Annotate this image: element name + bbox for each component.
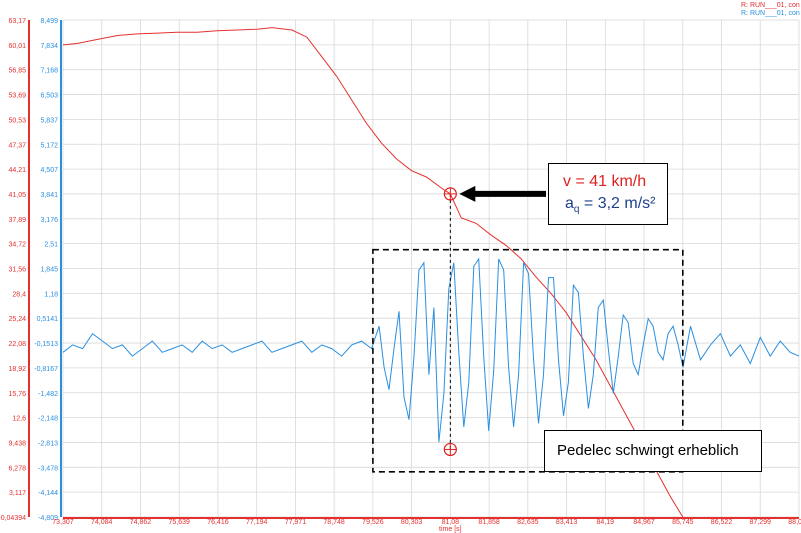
right-y-tick-label: 5,172 xyxy=(40,142,58,149)
left-y-tick-label: 41,05 xyxy=(8,192,26,199)
legend-entry: R: RUN___01, con xyxy=(741,2,800,9)
x-tick-label: 81,08 xyxy=(442,519,460,526)
x-tick-label: 74,862 xyxy=(130,519,152,526)
left-y-tick-label: 60,01 xyxy=(8,43,26,50)
left-y-tick-label: 50,53 xyxy=(8,117,26,124)
right-y-axis: 8,499 7,834 7,168 6,503 5,837 5,172 4,507 3,841… xyxy=(34,18,62,522)
series-layer xyxy=(62,27,800,518)
speed-label: v = 41 km/h xyxy=(563,173,647,190)
x-axis: 73,307 74,084 74,862 75,639 76,416 77,194 77,9… xyxy=(52,517,801,533)
x-tick-label: 82,635 xyxy=(517,519,539,526)
x-tick-label: 78,748 xyxy=(323,519,345,526)
right-y-tick-label: -4,809 xyxy=(38,515,58,522)
left-y-tick-label: 3,117 xyxy=(9,490,26,497)
x-tick-label: 84,967 xyxy=(633,519,655,526)
series-line-left-axis xyxy=(62,27,684,518)
x-tick-label: 79,526 xyxy=(362,519,384,526)
left-y-axis: 63,17 60,01 56,85 53,69 50,53 47,37 44,21 41,05… xyxy=(0,18,30,522)
left-y-tick-label: 12,6 xyxy=(12,416,26,423)
right-y-tick-label: 1,845 xyxy=(40,267,58,274)
left-y-tick-label: 63,17 xyxy=(8,18,26,25)
speed-annotation-box: v = 41 km/h aq = 3,2 m/s² xyxy=(548,163,668,225)
x-tick-label: 76,416 xyxy=(207,519,229,526)
legend-entry: R: RUN___01, con xyxy=(741,10,800,17)
pointer-arrow-head xyxy=(459,185,476,202)
left-y-tick-label: 9,438 xyxy=(8,440,26,447)
right-y-tick-label: 8,499 xyxy=(40,18,58,25)
left-y-tick-label: 6,278 xyxy=(8,465,26,472)
right-y-tick-label: 4,507 xyxy=(40,167,58,174)
x-tick-label: 84,19 xyxy=(597,519,615,526)
left-y-tick-label: 22,08 xyxy=(8,341,26,348)
left-y-tick-label: 37,89 xyxy=(8,217,26,224)
right-y-tick-label: -2,813 xyxy=(38,440,58,447)
left-y-tick-label: 34,72 xyxy=(8,242,26,249)
x-tick-label: 83,413 xyxy=(556,519,578,526)
left-y-tick-label: 53,69 xyxy=(8,93,26,100)
oscillation-label: Pedelec schwingt erheblich xyxy=(557,442,739,459)
x-tick-label: 87,299 xyxy=(750,519,772,526)
left-y-tick-label: 44,21 xyxy=(8,167,26,174)
right-y-tick-label: 1,18 xyxy=(44,291,58,298)
left-y-tick-label: 47,37 xyxy=(8,142,26,149)
right-y-tick-label: -4,144 xyxy=(38,490,58,497)
left-y-tick-label: 28,4 xyxy=(12,291,26,298)
x-tick-label: 74,084 xyxy=(91,519,113,526)
x-tick-label: 88,077 xyxy=(788,519,801,526)
right-y-tick-label: 2,51 xyxy=(44,242,58,249)
x-tick-label: 81,858 xyxy=(478,519,500,526)
acceleration-label: aq = 3,2 m/s² xyxy=(565,195,656,216)
series-line-right-axis xyxy=(62,257,800,443)
left-y-tick-label: 25,24 xyxy=(8,316,26,323)
right-y-tick-label: 5,837 xyxy=(40,117,58,124)
x-tick-label: 77,194 xyxy=(246,519,268,526)
left-y-tick-label: 56,85 xyxy=(8,68,26,75)
x-tick-label: 80,303 xyxy=(401,519,423,526)
overlay xyxy=(372,185,684,473)
x-axis-label: time [s] xyxy=(439,526,462,533)
right-y-tick-label: 7,834 xyxy=(40,43,58,50)
right-y-tick-label: 3,176 xyxy=(40,217,58,224)
left-y-tick-label: 18,92 xyxy=(8,366,26,373)
right-y-tick-label: 0,5141 xyxy=(37,316,59,323)
right-y-tick-label: -3,478 xyxy=(38,465,58,472)
left-y-tick-label: 15,76 xyxy=(8,391,26,398)
right-y-tick-label: -0,8167 xyxy=(34,366,58,373)
x-tick-label: 77,971 xyxy=(285,519,307,526)
right-y-tick-label: 7,168 xyxy=(40,68,58,75)
highlight-box xyxy=(372,248,684,473)
x-tick-label: 75,639 xyxy=(168,519,190,526)
right-y-tick-label: -2,148 xyxy=(38,416,58,423)
x-tick-label: 85,745 xyxy=(672,519,694,526)
left-y-tick-label: -0,04394 xyxy=(0,515,26,522)
right-y-tick-label: -1,482 xyxy=(38,391,58,398)
x-tick-label: 73,307 xyxy=(52,519,74,526)
oscillation-annotation-box: Pedelec schwingt erheblich xyxy=(544,430,762,472)
x-tick-label: 86,522 xyxy=(711,519,733,526)
right-y-tick-label: 3,841 xyxy=(40,192,58,199)
right-y-tick-label: 6,503 xyxy=(40,93,58,100)
left-y-tick-label: 31,56 xyxy=(8,267,26,274)
right-y-tick-label: -0,1513 xyxy=(34,341,58,348)
